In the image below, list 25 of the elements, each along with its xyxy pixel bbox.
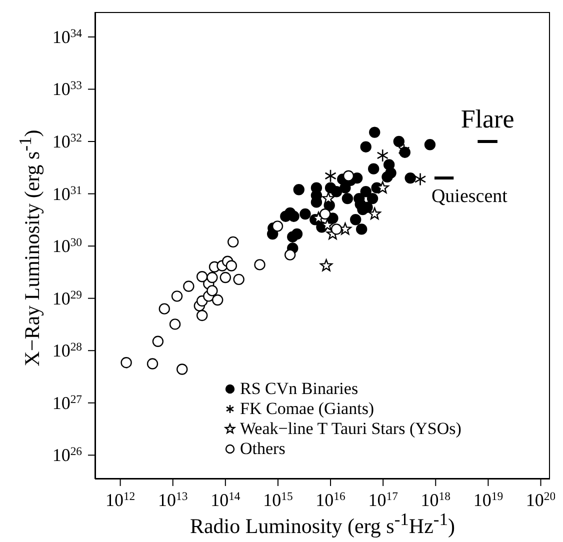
x-tick-label: 10$^{12}$: [105, 490, 136, 510]
x-tick-label: 10$^{14}$: [210, 490, 240, 510]
y-tick-label: 10$^{31}$: [52, 183, 82, 204]
y-tick-label: 10$^{33}$: [52, 78, 82, 100]
x-tick-label: 10$^{17}$: [368, 490, 398, 510]
legend-label: FK Comae (Giants): [240, 399, 374, 419]
x-tick-label: 10$^{16}$: [316, 490, 346, 510]
x-tick-label: 10$^{15}$: [263, 490, 293, 510]
legend-label: RS CVn Binaries: [240, 379, 358, 399]
legend-label: Others: [240, 439, 286, 459]
series-label: Quiescent: [431, 186, 508, 208]
y-tick-label: 10$^{27}$: [52, 392, 82, 413]
x-tick-label: 10$^{20}$: [526, 490, 556, 510]
y-tick-label: 10$^{26}$: [52, 444, 82, 466]
y-tick-label: 10$^{34}$: [52, 26, 82, 47]
x-axis-title: Radio Luminosity (erg s$^{-1}$Hz$^{-1}$): [188, 509, 456, 539]
y-tick-label: 10$^{29}$: [52, 288, 82, 308]
legend-label: Weak−line T Tauri Stars (YSOs): [240, 419, 462, 439]
x-tick-label: 10$^{19}$: [473, 490, 504, 510]
y-tick-label: 10$^{30}$: [52, 236, 82, 256]
y-tick-label: 10$^{28}$: [52, 340, 82, 361]
series-label: Flare: [460, 104, 514, 134]
x-tick-label: 10$^{18}$: [420, 490, 451, 510]
x-tick-label: 10$^{13}$: [158, 490, 188, 510]
y-tick-label: 10$^{32}$: [52, 131, 82, 152]
